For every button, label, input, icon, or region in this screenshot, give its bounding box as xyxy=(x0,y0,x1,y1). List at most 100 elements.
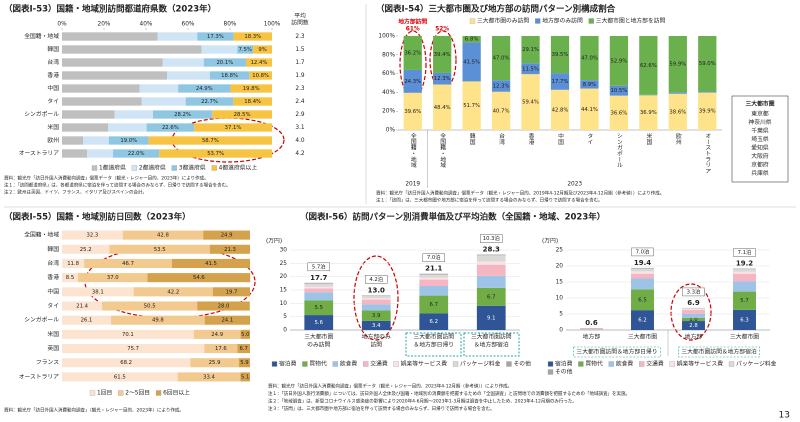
bar-segment xyxy=(62,71,167,80)
data-label: 6.7 xyxy=(239,346,247,352)
data-label: 59.0% xyxy=(699,61,716,67)
nights-box xyxy=(480,234,503,243)
y-tick-label: 60% xyxy=(382,71,395,77)
annotation: 地方部訪問 xyxy=(398,18,427,26)
data-label: 5.7 xyxy=(740,298,748,304)
bar-segment xyxy=(639,95,658,130)
category-label: 台湾 xyxy=(498,132,505,146)
category-label: フランス xyxy=(36,359,59,366)
category-label: 米国 xyxy=(47,123,59,131)
y-tick-label: 0 xyxy=(283,328,287,334)
bar-segment xyxy=(433,84,452,130)
bar-segment xyxy=(403,69,422,93)
category-label: 三大都市圏訪問 xyxy=(471,333,512,341)
nights-box xyxy=(307,262,330,272)
data-label: 6.8% xyxy=(465,37,478,43)
bar-segment xyxy=(62,301,103,311)
y-tick-label: 20% xyxy=(382,109,395,115)
legend-swatch xyxy=(452,361,459,367)
data-label: 20.1% xyxy=(216,60,233,66)
legend-swatch xyxy=(578,361,584,367)
bar-segment xyxy=(62,110,115,119)
bar-segment xyxy=(682,313,705,318)
average-value: 1.7 xyxy=(295,60,305,66)
nights-label: 4.2泊 xyxy=(369,275,383,283)
bar-segment xyxy=(476,261,506,265)
data-label: 28.5% xyxy=(234,112,251,118)
bar-segment xyxy=(194,123,272,132)
bar-segment xyxy=(62,315,112,325)
bar-segment xyxy=(668,93,687,130)
bar-segment xyxy=(733,309,756,330)
side-box-item: 兵庫県 xyxy=(751,169,769,177)
category-label: 地方部のみ xyxy=(362,333,391,341)
highlight-ellipse xyxy=(429,30,457,90)
average-value: 2.3 xyxy=(295,86,305,92)
bar-segment xyxy=(631,310,654,330)
bar-segment xyxy=(249,71,272,80)
data-label: 6.7 xyxy=(487,294,495,300)
group-box xyxy=(573,346,661,358)
category-label: 中国 xyxy=(557,132,564,146)
bar-segment xyxy=(698,91,717,93)
bar-segment xyxy=(62,32,158,41)
bar-segment xyxy=(698,92,717,130)
bar-segment xyxy=(253,45,272,54)
bar-segment xyxy=(631,273,654,279)
bar-segment xyxy=(639,36,658,95)
bar-segment xyxy=(631,278,654,290)
bar-segment xyxy=(62,136,83,145)
data-label: 39.5% xyxy=(552,52,569,58)
category-label: 韓国 xyxy=(47,45,59,53)
bar-segment xyxy=(361,304,391,311)
page-number: 13 xyxy=(779,411,790,421)
total-label: 19.4 xyxy=(634,259,651,267)
data-label: 61.5 xyxy=(114,374,126,380)
legend-label: 宿泊費 xyxy=(279,360,297,368)
legend-label: その他 xyxy=(555,368,573,376)
bar-segment xyxy=(419,274,449,278)
bar-segment xyxy=(361,320,391,330)
total-label: 28.3 xyxy=(483,246,500,254)
total-label: 21.1 xyxy=(425,265,442,273)
bar-segment xyxy=(419,313,449,330)
data-label: 41.5 xyxy=(205,261,217,267)
legend-swatch xyxy=(393,361,399,367)
category-label: 米国 xyxy=(645,132,652,146)
bar-segment xyxy=(491,91,511,130)
data-label: 12.3% xyxy=(434,76,451,82)
legend-swatch xyxy=(363,361,369,367)
category-label: 全国籍・地域 xyxy=(24,32,59,40)
group-label: 2023 xyxy=(567,182,582,188)
legend-label: 1回目 xyxy=(97,390,112,397)
average-value: 1.5 xyxy=(295,47,305,53)
category-label: 台湾 xyxy=(47,58,59,66)
bar-segment xyxy=(185,97,234,106)
y-tick-label: 30 xyxy=(280,248,288,254)
data-label: 2.8 xyxy=(689,323,698,329)
data-label: 39.9% xyxy=(699,109,716,115)
data-label: 8.5 xyxy=(66,275,74,281)
data-label: 1.0 xyxy=(689,317,698,323)
data-label: 42.8% xyxy=(552,107,569,113)
bar-segment xyxy=(62,58,163,67)
bar-segment xyxy=(682,308,705,309)
data-label: 9% xyxy=(258,47,266,53)
legend-swatch xyxy=(547,361,554,367)
bar-segment xyxy=(733,269,756,272)
data-label: 47.0% xyxy=(493,56,510,62)
nights-box xyxy=(365,275,388,284)
bar-segment xyxy=(102,301,198,311)
bar-segment xyxy=(212,110,272,119)
bar-segment xyxy=(141,97,186,106)
data-label: 24.9 xyxy=(221,233,233,239)
data-label: 36.9% xyxy=(640,110,657,116)
data-label: 11.5% xyxy=(522,66,539,72)
bar-segment xyxy=(62,258,85,268)
highlight-ellipse xyxy=(670,283,712,341)
data-label: 25.9 xyxy=(209,360,221,366)
data-label: 21.4 xyxy=(76,304,88,310)
category-label: 中国 xyxy=(47,287,59,295)
bar-segment xyxy=(201,45,238,54)
